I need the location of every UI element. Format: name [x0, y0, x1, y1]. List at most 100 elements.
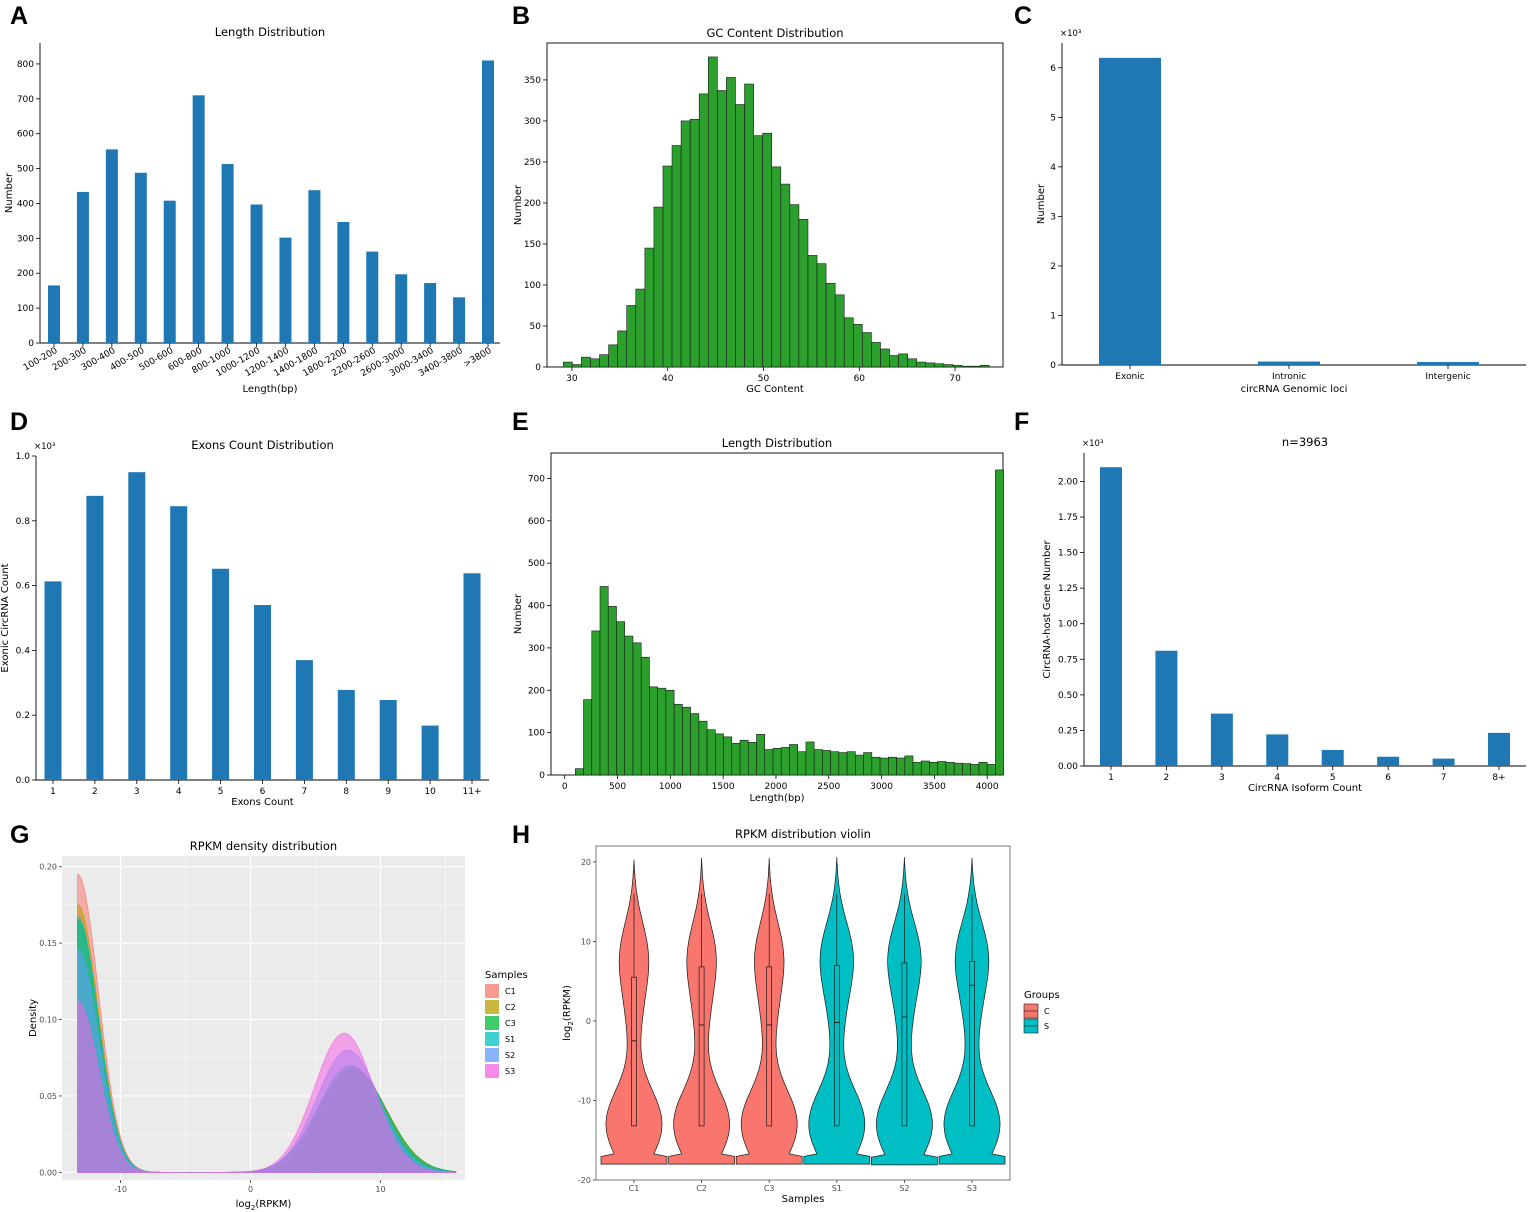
scale-factor-label: ×10³: [1060, 29, 1081, 39]
hist-bin-2: [581, 356, 591, 368]
y-tick-label-0-6: 0.6: [16, 582, 31, 592]
hist-bin-30: [822, 750, 831, 776]
iqr-box-s1: [833, 964, 840, 1127]
bar-2: [86, 495, 104, 780]
hist-bin-17: [717, 90, 727, 368]
hist-bin-34: [871, 342, 881, 368]
hist-bin-21: [753, 135, 763, 368]
hist-bin-29: [813, 749, 823, 776]
y-tick-label-6: 6: [1050, 64, 1056, 74]
iqr-box-s3: [969, 960, 975, 1127]
hist-bin-16: [706, 729, 716, 776]
x-tick-label-4: 4: [176, 787, 182, 797]
hist-bin-2: [591, 630, 601, 776]
y-tick-label-5: 5: [1050, 113, 1056, 123]
x-tick-label-2000: 2000: [764, 782, 787, 792]
chart-isoform-count: n=3963 0.00 0.25 0.50 0.75 1.00 1.25 1.50 1.75 2.…: [1042, 435, 1526, 794]
hist-bin-0: [562, 361, 573, 368]
hist-bin-27: [797, 751, 807, 776]
y-tick-label-300: 300: [17, 234, 34, 244]
hist-bin-51: [995, 469, 1004, 776]
hist-bin-41: [934, 363, 945, 368]
y-tick-label-1-0: 1.0: [16, 452, 31, 462]
hist-bin-33: [846, 751, 856, 776]
chart-title: RPKM distribution violin: [735, 827, 871, 841]
x-tick-label-6: 6: [1385, 773, 1391, 783]
x-tick-label-3000: 3000: [870, 782, 893, 792]
bar-1200-1400: [279, 237, 292, 343]
bar-6: [1377, 756, 1400, 766]
scale-factor-label: ×10³: [1082, 439, 1103, 449]
hist-bin-26: [798, 219, 809, 368]
iqr-box-c3: [766, 966, 773, 1127]
bar-800-1000: [221, 164, 234, 343]
chart-title: n=3963: [1282, 435, 1328, 449]
hist-bin-5: [616, 621, 626, 776]
panel-letter-h: H: [512, 821, 530, 849]
bar-1000-1200: [250, 204, 263, 343]
hist-bin-11: [662, 165, 673, 368]
x-tick-label-7: 7: [302, 787, 308, 797]
bar-600-800: [192, 95, 205, 343]
hist-bin-38: [907, 358, 918, 368]
hist-bin-0: [574, 768, 584, 776]
bar-1: [1100, 467, 1122, 766]
hist-bin-20: [739, 739, 749, 776]
legend-title: Samples: [485, 970, 528, 981]
y-tick-label-0-10: 0.10: [39, 1016, 57, 1025]
y-axis-label: Number: [513, 184, 524, 225]
y-axis-label: Number: [513, 593, 524, 634]
hist-bin-38: [888, 756, 897, 776]
bar-500-600: [163, 200, 176, 343]
hist-bin-19: [735, 104, 745, 368]
hist-bin-28: [805, 741, 815, 776]
hist-bin-12: [673, 703, 683, 776]
hist-bin-16: [707, 56, 718, 368]
bar-1800-2200: [337, 221, 350, 343]
y-tick-label-400: 400: [528, 602, 545, 612]
panel-letter-b: B: [512, 2, 530, 30]
legend-label-s3: S3: [505, 1067, 515, 1076]
x-tick-label-1500: 1500: [712, 782, 735, 792]
y-tick-label-10: 10: [581, 937, 591, 946]
iqr-box-s2: [901, 962, 908, 1127]
hist-bin-18: [723, 736, 733, 776]
y-axis-label: Exonic CircRNA Count: [0, 563, 11, 672]
y-tick-label-0-20: 0.20: [39, 863, 57, 872]
y-tick-label-0-50: 0.50: [1058, 691, 1078, 701]
bar-200-300: [76, 191, 89, 343]
hist-bin-6: [624, 635, 634, 776]
x-tick-label-7: 7: [1441, 773, 1447, 783]
y-tick-label-200: 200: [524, 199, 541, 209]
x-tick-label-40: 40: [662, 374, 674, 384]
chart-title: Length Distribution: [215, 25, 325, 39]
legend-label-c2: C2: [505, 1003, 516, 1012]
x-axis-label: Samples: [782, 1194, 825, 1205]
hist-bin-31: [830, 751, 840, 776]
hist-bin-23: [771, 166, 782, 368]
hist-bin-6: [617, 330, 628, 368]
x-axis-label: log2(RPKM): [236, 1199, 292, 1212]
y-tick-label-100: 100: [528, 729, 545, 739]
hist-bin-23: [764, 749, 774, 776]
hist-bin-1: [583, 699, 593, 776]
scale-factor-label: ×10³: [34, 442, 55, 452]
x-tick-label-500: 500: [609, 782, 626, 792]
y-tick-label-50: 50: [530, 322, 542, 332]
bar-3: [1210, 713, 1233, 766]
hist-bin-44: [961, 365, 972, 368]
x-tick-label-c3: C3: [764, 1184, 775, 1193]
hist-bin-28: [816, 263, 827, 368]
hist-bin-24: [780, 183, 791, 368]
legend-swatch-s3: [485, 1064, 499, 1078]
x-axis-label: Length(bp): [750, 793, 805, 804]
hist-bin-39: [916, 361, 927, 368]
x-tick-label-5: 5: [218, 787, 224, 797]
bar-8: [337, 689, 355, 780]
panel-letter-f: F: [1014, 408, 1029, 436]
chart-rpkm-density: 0.00 0.05 0.10 0.15 0.20 -10 0 10 RPKM density d…: [28, 839, 528, 1212]
hist-bin-7: [626, 305, 637, 368]
bar-2200-2600: [366, 251, 379, 343]
x-tick-label-0: 0: [562, 782, 568, 792]
y-tick-label-400: 400: [17, 199, 34, 209]
